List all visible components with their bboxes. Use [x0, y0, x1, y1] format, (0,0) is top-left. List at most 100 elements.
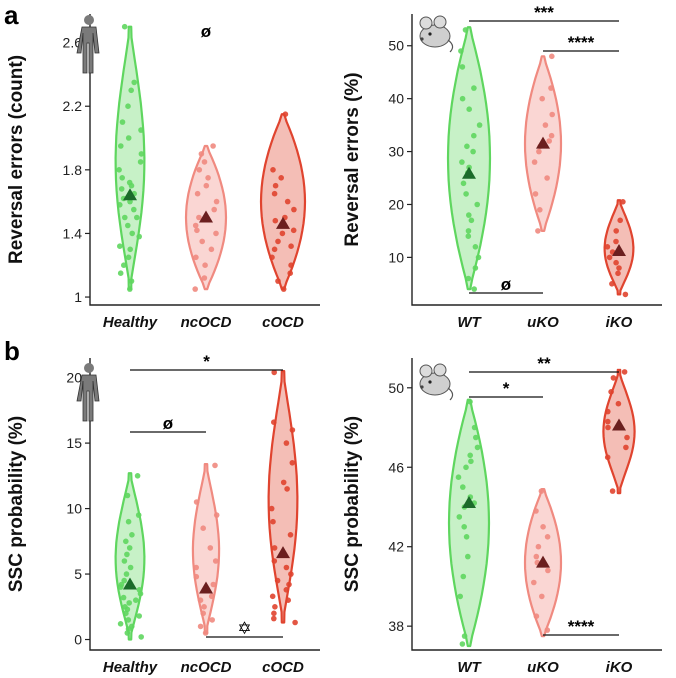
- a_right-mean-marker-iKO: [612, 244, 626, 257]
- a_right-point: [474, 201, 481, 208]
- b_right-category-label: iKO: [606, 659, 633, 676]
- b_right-mouse-ear-right: [433, 363, 447, 377]
- a_right-point: [537, 207, 543, 213]
- a_right-point: [460, 180, 467, 187]
- b_left-human-body: [76, 374, 100, 422]
- b_left-sig-label: ✡: [237, 619, 251, 638]
- a_right-point: [539, 95, 545, 102]
- b_left-point: [271, 558, 278, 564]
- a_right-point: [546, 138, 552, 144]
- a_left-point: [196, 214, 202, 221]
- a_right-point: [613, 228, 619, 234]
- a_right-mouse-tail: [447, 39, 454, 53]
- b_right-sig-label: ****: [568, 617, 595, 636]
- a_left-point: [278, 175, 285, 181]
- a_left-point: [127, 286, 133, 292]
- a_left-point: [125, 254, 132, 261]
- a_right-ytick-label: 20: [388, 196, 404, 212]
- b_left-mean-marker-ncOCD: [199, 581, 213, 594]
- a_right-ylabel: Reversal errors (%): [342, 72, 363, 246]
- a_right-point: [466, 212, 472, 218]
- b_right-series-iKO: [602, 368, 636, 495]
- a_right-point: [465, 275, 472, 282]
- a_left-point: [117, 202, 123, 208]
- a_left-point: [194, 190, 201, 197]
- b_left-point: [125, 518, 132, 525]
- chart-a_left: 1 1.4 1.8 2.2 2.6 Reversal errors (count) Heal…: [6, 14, 320, 331]
- b_left-point: [283, 440, 290, 446]
- a_left-point: [125, 103, 131, 109]
- b_left-point: [200, 525, 206, 531]
- a_left-point: [270, 167, 276, 173]
- a_left-point: [118, 186, 125, 192]
- a_left-point: [126, 179, 133, 186]
- a_left-point: [131, 206, 137, 213]
- b_left-point: [212, 462, 218, 469]
- a_right-mean-marker-uKO: [536, 136, 550, 149]
- a_left-point: [198, 151, 205, 157]
- b_left-ylabel: SSC probability (%): [6, 416, 27, 592]
- a_left-point: [137, 159, 144, 165]
- b_left-point: [135, 512, 142, 518]
- a_left-point: [275, 278, 281, 284]
- a_left-point: [201, 159, 208, 165]
- b_left-point: [289, 460, 296, 466]
- a_left-point: [271, 190, 278, 197]
- b_left-point: [136, 587, 143, 593]
- a_right-point: [609, 281, 615, 287]
- b_left-point: [271, 545, 278, 551]
- b_left-sig-label: *: [203, 352, 210, 371]
- a_right-point: [463, 191, 469, 197]
- b_left-point: [209, 617, 215, 623]
- b_right-point: [544, 627, 551, 633]
- b_left-sig-label: ø: [163, 414, 174, 433]
- a_right-point: [472, 265, 479, 271]
- a_right-point: [613, 259, 619, 266]
- a_left-point: [199, 238, 205, 245]
- a_right-mouse-nose: [420, 37, 424, 41]
- a_left-point: [213, 230, 219, 237]
- a_right-point: [549, 53, 555, 60]
- b_left-category-label: cOCD: [262, 659, 304, 676]
- b_left-point: [138, 634, 144, 640]
- b_right-point: [533, 553, 540, 560]
- a_left-point: [118, 143, 124, 149]
- b_left-category-label: ncOCD: [181, 659, 232, 676]
- b_left-point: [269, 593, 276, 600]
- a_left-series-cOCD: [259, 111, 307, 292]
- b_left-ytick-label: 0: [74, 632, 82, 648]
- a_left-ytick-label: 1.4: [63, 225, 83, 241]
- b_left-point: [270, 518, 276, 525]
- b_right-point: [460, 484, 466, 490]
- b_left-point: [271, 419, 277, 426]
- a_left-point: [122, 214, 128, 221]
- b_right-ytick-label: 38: [388, 618, 404, 634]
- a_right-sig-label: ****: [568, 33, 595, 52]
- panel-label-b: b: [4, 336, 20, 366]
- b_right-series-uKO: [523, 488, 563, 638]
- b_right-ytick-label: 50: [388, 380, 404, 396]
- b_right-point: [461, 633, 468, 639]
- human-silhouette-icon: [76, 363, 100, 422]
- a_right-series-WT: [446, 26, 492, 292]
- a_right-point: [548, 85, 554, 91]
- b_left-point: [286, 581, 292, 588]
- a_right-point: [464, 143, 470, 150]
- a_left-point: [202, 262, 208, 269]
- b_left-point: [208, 593, 215, 600]
- a_right-point: [617, 217, 623, 224]
- a_right-mouse-eye: [428, 32, 432, 36]
- b_right-point: [615, 400, 622, 407]
- b_right-point: [538, 488, 545, 494]
- b_right-point: [461, 524, 468, 530]
- a_left-point: [121, 262, 127, 269]
- b_right-axes: [411, 358, 662, 651]
- a_right-point: [471, 85, 477, 91]
- b_left-point: [283, 564, 290, 571]
- b_left-point: [121, 558, 128, 564]
- b_left-series-cOCD: [267, 369, 299, 626]
- a_right-point: [622, 291, 629, 298]
- b_right-point: [471, 424, 478, 431]
- a_right-point: [544, 175, 550, 181]
- a_left-point: [205, 175, 211, 181]
